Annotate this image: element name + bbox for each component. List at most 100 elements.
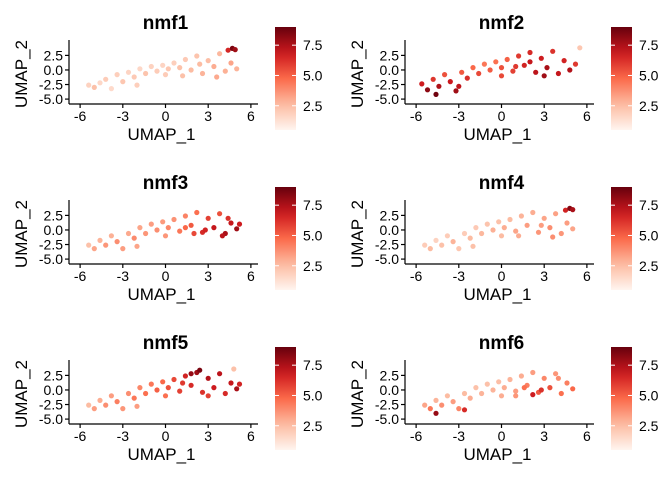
- data-point: [473, 385, 479, 391]
- data-point: [222, 68, 228, 74]
- x-tick-label: 0: [162, 268, 170, 284]
- x-tick-label: -6: [410, 108, 423, 124]
- x-tick-label: -3: [453, 428, 466, 444]
- data-point: [513, 228, 519, 234]
- data-point: [481, 61, 487, 67]
- x-tick-label: 0: [498, 108, 506, 124]
- data-point: [572, 61, 579, 67]
- data-point: [182, 213, 188, 219]
- data-point: [134, 82, 140, 88]
- data-point: [427, 406, 433, 412]
- data-point: [567, 67, 573, 73]
- data-point: [134, 403, 140, 409]
- data-point: [217, 371, 223, 377]
- data-point: [558, 390, 564, 397]
- data-point: [430, 76, 436, 82]
- data-point: [424, 87, 431, 93]
- data-point: [232, 47, 238, 53]
- data-point: [570, 207, 576, 213]
- x-tick-label: 3: [204, 428, 212, 444]
- x-axis-label: UMAP_1: [127, 125, 195, 144]
- x-tick-label: 6: [583, 428, 591, 444]
- data-point: [86, 82, 92, 88]
- data-point: [188, 222, 194, 228]
- x-axis-label: UMAP_1: [463, 285, 531, 304]
- data-point: [547, 225, 553, 231]
- data-point: [570, 386, 576, 392]
- x-tick-label: 6: [583, 108, 591, 124]
- data-point: [171, 376, 177, 383]
- data-point: [493, 59, 499, 65]
- data-point: [501, 385, 507, 391]
- data-point: [530, 209, 536, 216]
- data-point: [199, 70, 206, 77]
- data-point: [547, 385, 553, 391]
- y-tick-label: -2.5: [39, 397, 63, 413]
- y-tick-label: -2.5: [375, 397, 399, 413]
- scatter-points: [419, 45, 583, 97]
- x-tick-label: 0: [498, 428, 506, 444]
- panel-title: nmf5: [143, 333, 189, 354]
- data-point: [513, 63, 519, 70]
- scatter-points: [86, 366, 243, 412]
- data-point: [205, 58, 211, 64]
- data-point: [496, 379, 502, 385]
- colorbar-tick-label: 5.0: [303, 67, 323, 83]
- panel-title: nmf4: [479, 173, 525, 194]
- data-point: [188, 382, 194, 388]
- data-point: [228, 60, 234, 66]
- colorbar-tick-label: 2.5: [303, 98, 323, 114]
- x-tick-label: 0: [498, 268, 506, 284]
- x-axis-label: UMAP_1: [463, 445, 531, 464]
- data-point: [422, 402, 428, 408]
- data-point: [228, 380, 234, 386]
- data-point: [108, 86, 114, 92]
- data-point: [470, 65, 476, 71]
- colorbar: [611, 27, 632, 130]
- colorbar-legend: 2.5 5.0 7.5: [611, 27, 659, 130]
- data-point: [108, 233, 114, 239]
- y-axis-label: UMAP_2: [348, 40, 367, 108]
- data-point: [516, 53, 522, 59]
- data-point: [148, 381, 154, 387]
- data-point: [137, 385, 143, 391]
- data-point: [131, 74, 137, 80]
- colorbar-tick-label: 5.0: [303, 227, 323, 243]
- data-point: [225, 215, 231, 221]
- data-point: [490, 387, 496, 393]
- x-tick-label: 3: [540, 428, 548, 444]
- data-point: [498, 65, 505, 71]
- x-tick-label: 6: [247, 428, 255, 444]
- data-point: [154, 68, 160, 74]
- data-point: [125, 69, 132, 75]
- data-point: [484, 221, 490, 227]
- data-point: [180, 380, 186, 386]
- data-point: [197, 61, 203, 67]
- colorbar-tick-label: 5.0: [639, 67, 659, 83]
- data-point: [197, 367, 203, 373]
- data-point: [162, 72, 169, 78]
- data-point: [205, 215, 211, 221]
- data-point: [570, 226, 576, 232]
- data-point: [154, 227, 160, 233]
- data-point: [510, 68, 516, 74]
- data-point: [577, 45, 583, 51]
- data-point: [154, 387, 160, 393]
- colorbar-tick-label: 7.5: [303, 357, 323, 373]
- data-point: [114, 239, 120, 245]
- data-point: [162, 393, 169, 399]
- data-point: [191, 230, 197, 237]
- data-point: [450, 239, 456, 245]
- x-tick-label: 6: [583, 268, 591, 284]
- data-point: [143, 70, 149, 77]
- data-point: [148, 221, 154, 227]
- data-point: [524, 222, 530, 228]
- data-point: [148, 63, 154, 70]
- colorbar-tick-label: 5.0: [639, 227, 659, 243]
- data-point: [188, 67, 194, 73]
- data-point: [86, 402, 92, 408]
- data-point: [234, 386, 240, 392]
